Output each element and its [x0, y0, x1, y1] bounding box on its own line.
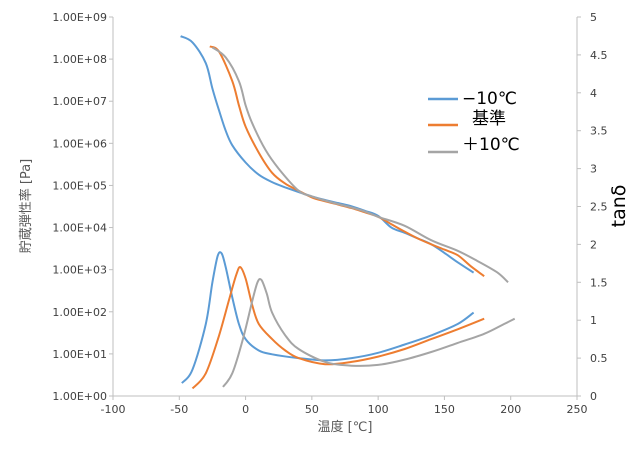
x-tick-label: 250 — [567, 403, 588, 416]
y2-tick-label: 4 — [590, 87, 597, 100]
y2-axis-title: tanδ — [608, 185, 630, 228]
legend: −10℃ 基準 ＋10℃ — [428, 89, 520, 155]
y-tick-label: 1.00E+02 — [52, 306, 107, 319]
y-tick-label: 1.00E+07 — [52, 95, 107, 108]
y2-tick-label: 5 — [590, 11, 597, 24]
legend-label-minus10: −10℃ — [462, 89, 517, 109]
x-tick-label: -100 — [101, 403, 126, 416]
y2-tick-label: 4.5 — [590, 49, 608, 62]
storage-modulus-line-minus10 — [180, 35, 475, 274]
y2-tick-label: 1 — [590, 314, 597, 327]
x-tick-label: 200 — [500, 403, 521, 416]
y-tick-label: 1.00E+09 — [52, 11, 107, 24]
y2-tick-label: 2.5 — [590, 201, 608, 214]
x-ticks: -100 -50 0 50 100 150 200 250 — [101, 396, 588, 416]
x-tick-label: 0 — [242, 403, 249, 416]
y-ticks: 1.00E+00 1.00E+01 1.00E+02 1.00E+03 1.00E+04… — [52, 11, 113, 403]
y-axis-title: 貯蔵弾性率 [Pa] — [18, 159, 34, 254]
storage-modulus-line-plus10 — [211, 46, 509, 284]
x-tick-label: 50 — [305, 403, 319, 416]
y2-tick-label: 3.5 — [590, 125, 608, 138]
storage-modulus-line-standard — [209, 45, 485, 277]
y-tick-label: 1.00E+08 — [52, 53, 107, 66]
y2-ticks: 0 0.5 1 1.5 2 2.5 3 3.5 4 4.5 5 — [577, 11, 608, 403]
y2-tick-label: 0.5 — [590, 352, 608, 365]
y2-tick-label: 3 — [590, 163, 597, 176]
legend-label-standard: 基準 — [472, 109, 506, 129]
y-tick-label: 1.00E+06 — [52, 137, 107, 150]
tan-delta-line-minus10 — [181, 251, 475, 384]
y2-tick-label: 1.5 — [590, 276, 608, 289]
y-tick-label: 1.00E+05 — [52, 179, 107, 192]
tan-delta-line-standard — [191, 266, 485, 390]
y-tick-label: 1.00E+00 — [52, 390, 107, 403]
y-tick-label: 1.00E+01 — [52, 348, 107, 361]
legend-label-plus10: ＋10℃ — [462, 135, 520, 155]
y-tick-label: 1.00E+04 — [52, 222, 107, 235]
y2-tick-label: 2 — [590, 238, 597, 251]
y2-tick-label: 0 — [590, 390, 597, 403]
series-layer — [180, 35, 516, 390]
x-tick-label: -50 — [170, 403, 188, 416]
y-tick-label: 1.00E+03 — [52, 264, 107, 277]
tan-delta-line-plus10 — [222, 277, 516, 388]
x-axis-title: 温度 [℃] — [318, 419, 373, 435]
x-tick-label: 100 — [368, 403, 389, 416]
x-tick-label: 150 — [434, 403, 455, 416]
